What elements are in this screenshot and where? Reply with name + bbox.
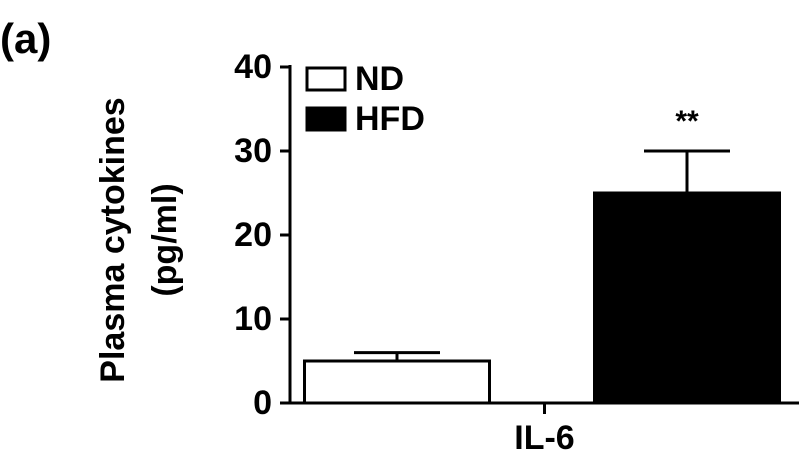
legend-swatch: [305, 66, 347, 92]
y-tick-label: 0: [253, 384, 272, 422]
y-tick-label: 40: [234, 48, 272, 86]
annotation: **: [675, 105, 699, 138]
legend-swatch: [305, 106, 347, 132]
legend-label: HFD: [355, 100, 425, 138]
y-axis-label: Plasma cytokines: [94, 97, 132, 382]
legend-label: ND: [355, 60, 404, 98]
x-tick-label: IL-6: [514, 419, 574, 457]
y-tick-label: 30: [234, 132, 272, 170]
bar: [303, 359, 491, 405]
y-tick-label: 20: [234, 216, 272, 254]
panel-label: (a): [0, 15, 51, 62]
bar: [593, 191, 781, 405]
y-axis-label: (pg/ml): [146, 183, 184, 296]
y-tick-label: 10: [234, 300, 272, 338]
